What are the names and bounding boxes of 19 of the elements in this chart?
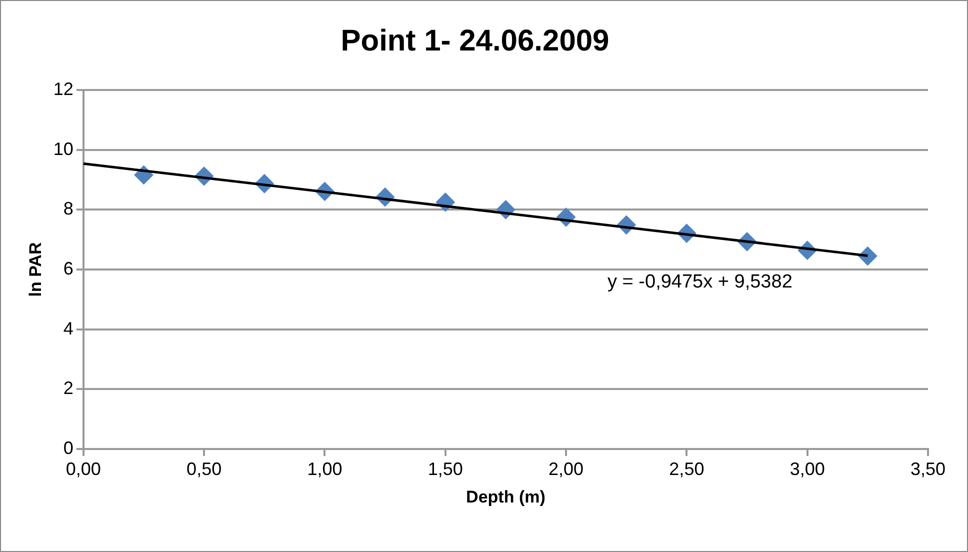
y-tick-label: 10 (53, 138, 74, 159)
y-tick-label: 4 (63, 318, 74, 338)
y-tick-label: 6 (63, 258, 74, 278)
x-tick-label: 3,00 (790, 458, 825, 479)
y-tick-label: 0 (63, 438, 74, 458)
y-tick-label: 2 (63, 378, 74, 398)
x-axis-title: Depth (m) (466, 487, 546, 506)
x-tick-label: 0,50 (186, 458, 222, 479)
y-axis-title: ln PAR (26, 242, 45, 297)
x-tick-label: 1,50 (428, 458, 463, 479)
x-tick-label: 1,00 (307, 458, 342, 479)
x-tick-label: 2,00 (548, 458, 584, 479)
x-tick-label: 3,50 (910, 458, 946, 479)
y-tick-label: 12 (53, 78, 74, 99)
x-tick-label: 2,50 (669, 458, 704, 479)
annotation: y = -0,9475x + 9,5382 (608, 271, 792, 292)
chart-title: Point 1- 24.06.2009 (340, 24, 610, 58)
y-tick-label: 8 (63, 198, 74, 219)
x-tick-label: 0,00 (66, 458, 101, 479)
